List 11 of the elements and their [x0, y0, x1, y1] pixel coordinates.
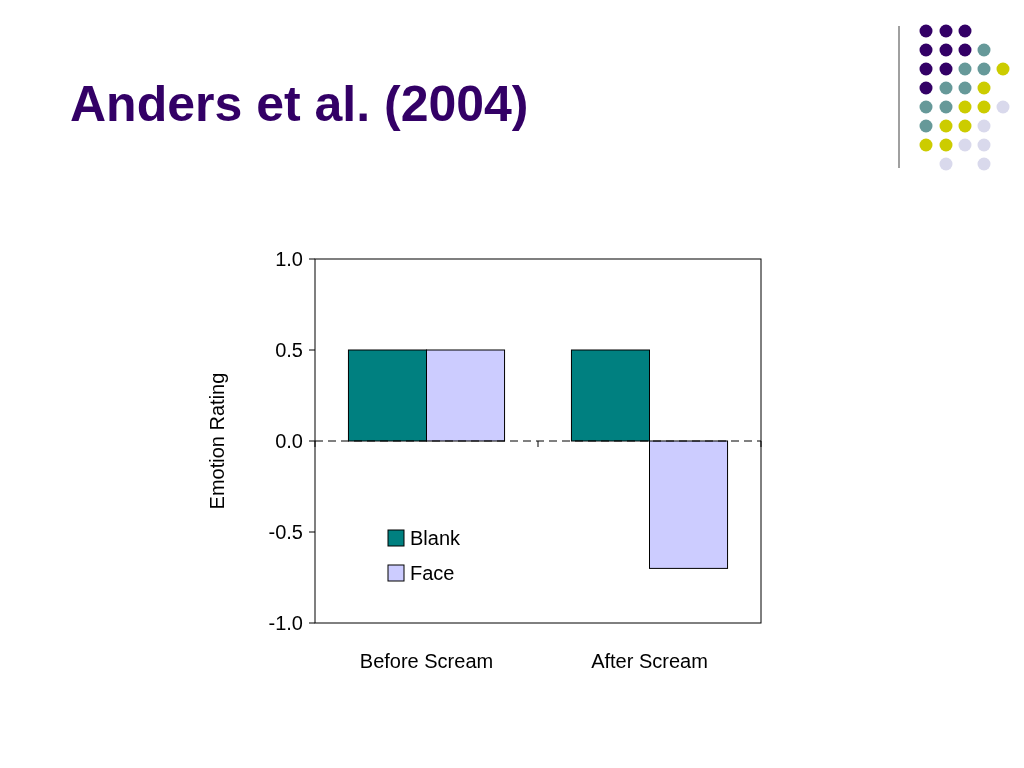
x-tick-label: After Scream: [591, 650, 708, 672]
y-tick-label: 1.0: [275, 248, 303, 270]
y-tick-label: -0.5: [268, 521, 303, 543]
legend-label: Blank: [410, 527, 462, 549]
y-axis-title: Emotion Rating: [206, 372, 228, 510]
y-tick-label: 0.0: [275, 430, 303, 452]
chart-title: Anders et al. (2004): [70, 76, 529, 132]
y-tick-label: 0.5: [275, 339, 303, 361]
y-tick-label: -1.0: [268, 612, 303, 634]
legend-label: Face: [410, 562, 455, 584]
x-tick-label: Before Scream: [359, 650, 494, 672]
